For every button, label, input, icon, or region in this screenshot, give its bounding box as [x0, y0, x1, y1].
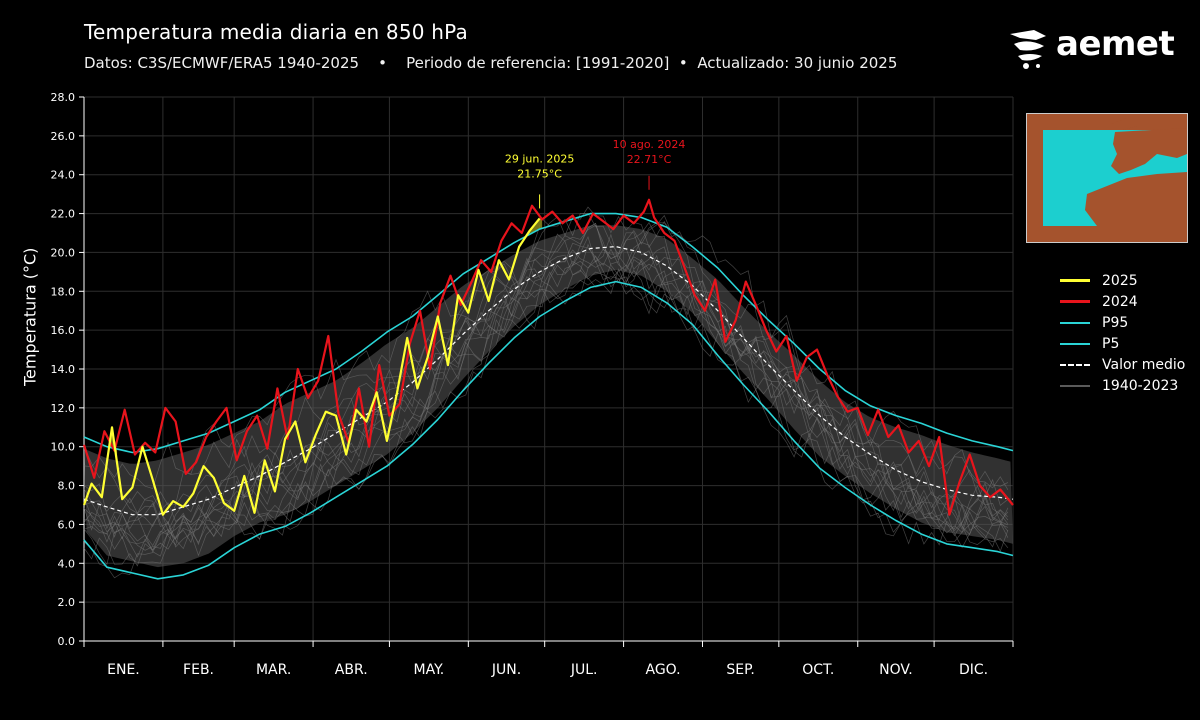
y-tick-label: 18.0	[51, 285, 76, 298]
y-tick-label: 0.0	[58, 635, 76, 648]
y-tick-label: 14.0	[51, 363, 76, 376]
location-map	[1026, 113, 1188, 243]
legend-swatch	[1060, 279, 1090, 282]
y-tick-label: 20.0	[51, 246, 76, 259]
history-trace	[83, 255, 1009, 552]
location-map-graphic	[1027, 114, 1187, 242]
history-trace	[83, 260, 1009, 579]
map-iberia	[1111, 128, 1187, 174]
legend: 2025 2024 P95 P5 Valor medio 1940-2023	[1060, 270, 1185, 396]
month-label: NOV.	[879, 662, 912, 678]
legend-label: P95	[1102, 314, 1129, 331]
legend-swatch	[1060, 321, 1090, 324]
month-label: SEP.	[726, 662, 754, 678]
month-label: MAR.	[256, 662, 291, 678]
legend-label: P5	[1102, 335, 1120, 352]
aemet-logo-text: aemet	[1056, 24, 1175, 64]
month-label: MAY.	[414, 662, 445, 678]
legend-swatch	[1060, 342, 1090, 345]
y-tick-label: 24.0	[51, 169, 76, 182]
series-line-p95	[83, 212, 1014, 454]
history-trace	[83, 222, 1009, 558]
y-tick-label: 26.0	[51, 130, 76, 143]
series-line-p5	[83, 280, 1014, 580]
series-line-mean	[83, 246, 1014, 516]
map-africa	[1085, 172, 1187, 226]
history-trace	[83, 222, 1009, 540]
y-tick-label: 2.0	[58, 596, 76, 609]
y-tick-label: 12.0	[51, 402, 76, 415]
history-trace	[83, 254, 1009, 564]
series-line-2025	[82, 217, 541, 516]
annotation-value: 22.71°C	[627, 153, 672, 166]
legend-label: Valor medio	[1102, 356, 1186, 373]
legend-label: 2024	[1102, 293, 1138, 310]
history-trace	[83, 206, 1009, 514]
annotation-date: 29 jun. 2025	[505, 152, 574, 165]
legend-item: 2024	[1060, 291, 1185, 312]
annotation-value: 21.75°C	[517, 167, 562, 180]
chart-title: Temperatura media diaria en 850 hPa	[84, 20, 468, 44]
history-band	[84, 225, 1013, 568]
month-label: JUN.	[491, 662, 521, 678]
legend-item: 1940-2023	[1060, 375, 1185, 396]
legend-label: 2025	[1102, 272, 1138, 289]
subtitle-source: Datos: C3S/ECMWF/ERA5 1940-2025	[84, 54, 360, 72]
legend-item: Valor medio	[1060, 354, 1185, 375]
annotation-date: 10 ago. 2024	[613, 138, 686, 151]
series-line-2024	[82, 198, 1014, 516]
legend-item: P95	[1060, 312, 1185, 333]
month-label: FEB.	[183, 662, 214, 678]
month-label: OCT.	[802, 662, 834, 678]
map-france	[1111, 118, 1137, 130]
y-tick-label: 6.0	[58, 518, 76, 531]
y-tick-label: 16.0	[51, 324, 76, 337]
month-label: ABR.	[335, 662, 368, 678]
legend-swatch	[1060, 384, 1090, 387]
y-tick-label: 8.0	[58, 480, 76, 493]
month-label: AGO.	[645, 662, 680, 678]
y-tick-label: 10.0	[51, 441, 76, 454]
subtitle-updated: Actualizado: 30 junio 2025	[697, 54, 898, 72]
y-tick-label: 28.0	[51, 91, 76, 104]
history-trace	[83, 222, 1009, 546]
month-label: ENE.	[107, 662, 140, 678]
subtitle-separator-2: •	[678, 54, 688, 72]
month-label: JUL.	[570, 662, 598, 678]
aemet-swirl-icon	[1010, 30, 1046, 69]
history-trace	[83, 260, 1009, 567]
history-trace	[83, 235, 1009, 548]
chart-subtitle: Datos: C3S/ECMWF/ERA5 1940-2025 • Period…	[84, 54, 897, 72]
legend-item: P5	[1060, 333, 1185, 354]
legend-swatch	[1060, 300, 1090, 303]
legend-item: 2025	[1060, 270, 1185, 291]
month-label: DIC.	[959, 662, 988, 678]
subtitle-period: Periodo de referencia: [1991-2020]	[406, 54, 670, 72]
y-tick-label: 4.0	[58, 557, 76, 570]
subtitle-separator-1: •	[378, 54, 387, 72]
y-tick-label: 22.0	[51, 208, 76, 221]
legend-label: 1940-2023	[1102, 377, 1179, 394]
legend-swatch	[1060, 363, 1090, 366]
